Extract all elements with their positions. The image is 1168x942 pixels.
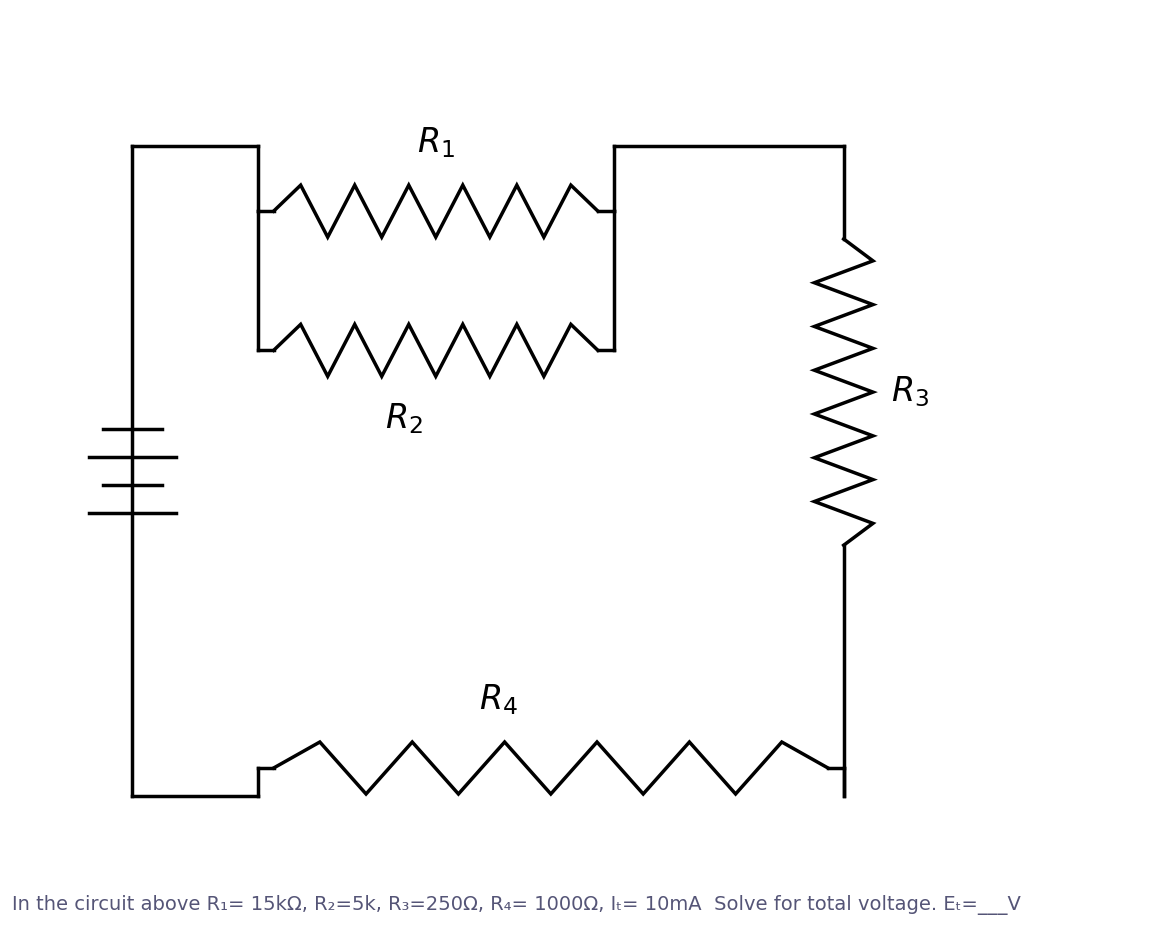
Text: $R_4$: $R_4$	[479, 682, 517, 717]
Text: $R_1$: $R_1$	[417, 125, 454, 160]
Text: $R_3$: $R_3$	[891, 375, 929, 410]
Text: $R_2$: $R_2$	[385, 401, 423, 436]
Text: In the circuit above R₁= 15kΩ, R₂=5k, R₃=250Ω, R₄= 1000Ω, Iₜ= 10mA  Solve for to: In the circuit above R₁= 15kΩ, R₂=5k, R₃…	[12, 895, 1021, 915]
